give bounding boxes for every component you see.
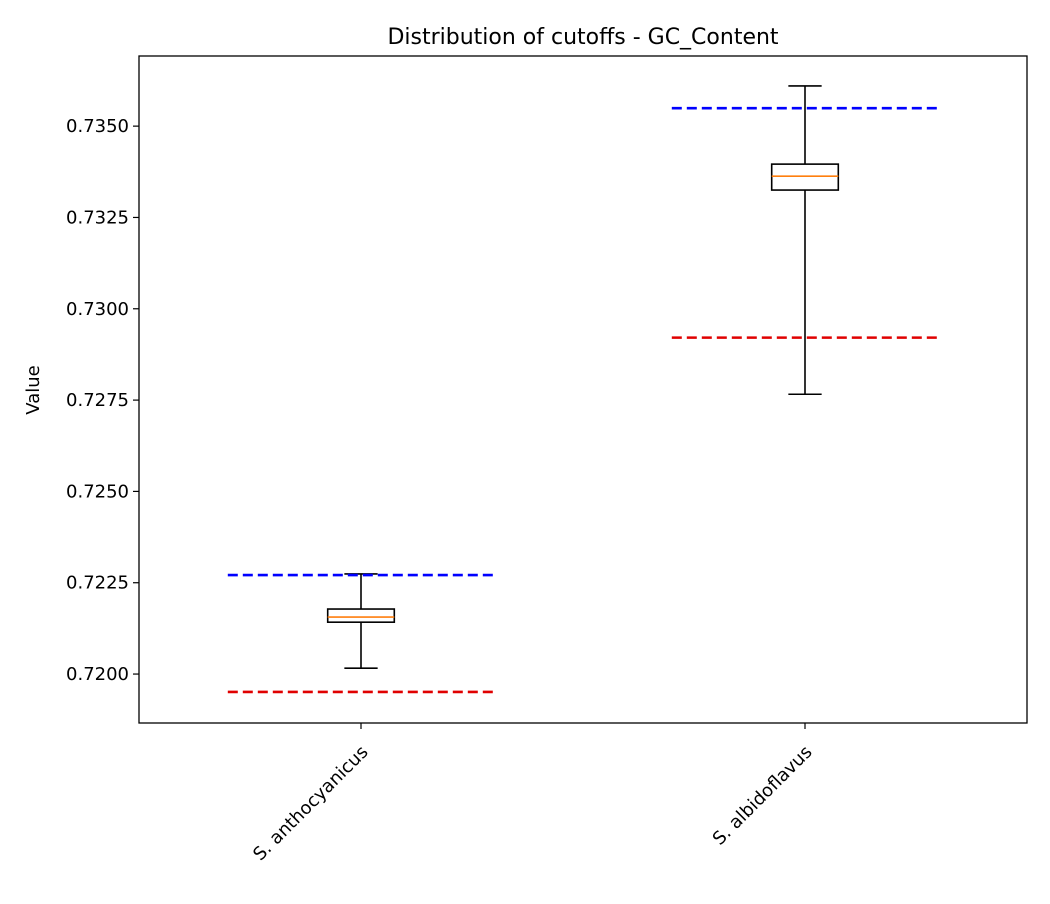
box xyxy=(326,608,396,623)
y-tick-label: 0.7275 xyxy=(66,390,129,411)
x-tick-label: S. anthocyanicus xyxy=(249,742,372,865)
plot-frame xyxy=(138,55,1028,724)
box xyxy=(770,163,840,191)
chart-title: Distribution of cutoffs - GC_Content xyxy=(387,25,778,50)
y-tick-label: 0.7250 xyxy=(66,481,129,502)
y-tick-label: 0.7300 xyxy=(66,299,129,320)
y-tick-label: 0.7225 xyxy=(66,573,129,594)
y-axis-label: Value xyxy=(23,365,44,414)
x-tick-label: S. albidoflavus xyxy=(709,742,817,850)
y-tick-label: 0.7325 xyxy=(66,207,129,228)
y-tick-label: 0.7200 xyxy=(66,664,129,685)
y-tick-label: 0.7350 xyxy=(66,116,129,137)
